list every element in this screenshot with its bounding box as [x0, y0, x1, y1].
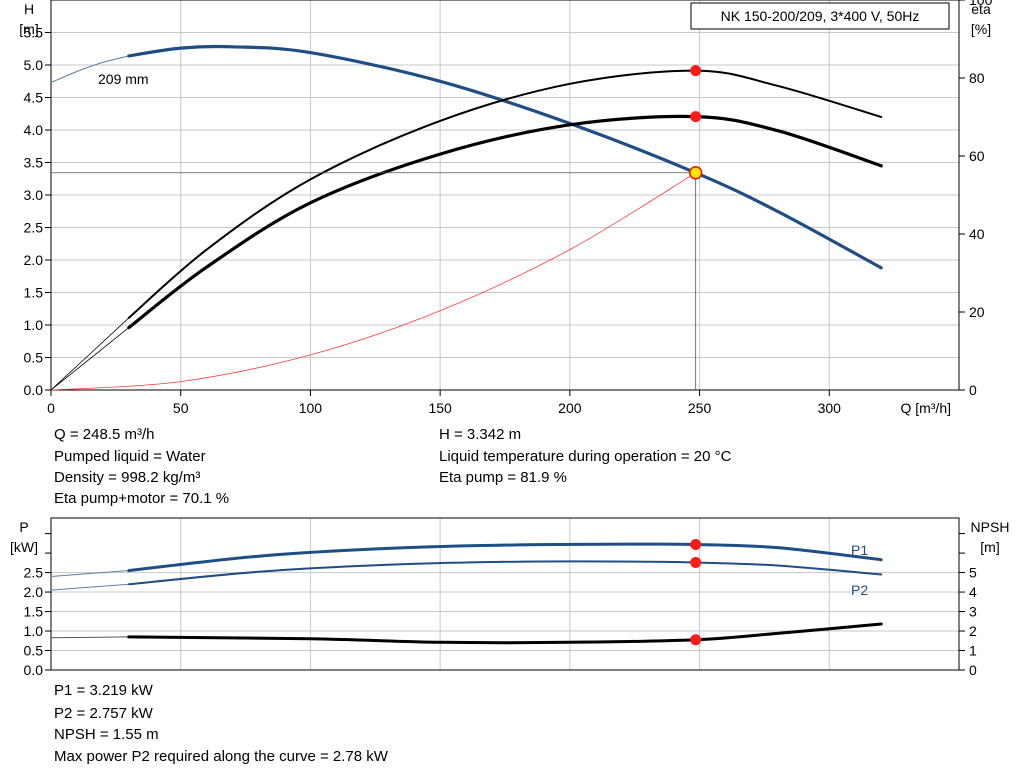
top-plot-series	[50, 44, 883, 391]
series-label-p2: P2	[851, 582, 868, 598]
info-p1: P1 = 3.219 kW	[54, 682, 154, 699]
top-x-tick-label: 150	[428, 400, 452, 416]
series-label-p1: P1	[851, 542, 868, 558]
top-y-right-label-line2: [%]	[971, 21, 991, 37]
info-eta-pump: Eta pump = 81.9 %	[439, 469, 567, 486]
bottom-y-left-tick-label: 2.0	[24, 584, 44, 600]
info-temperature: Liquid temperature during operation = 20…	[439, 448, 732, 465]
top-x-tick-label: 100	[299, 400, 323, 416]
bottom-y-left-tick-label: 1.0	[24, 623, 44, 639]
top-x-tick-label: 0	[47, 400, 55, 416]
bottom-y-left-tick-label: 0.0	[24, 662, 44, 678]
bottom-y-left-tick-label: 1.5	[24, 604, 44, 620]
top-y-left-tick-label: 4.0	[24, 122, 44, 138]
top-y-left-tick-label: 5.0	[24, 57, 44, 73]
head-curve-extension	[50, 55, 130, 83]
impeller-diameter-label: 209 mm	[98, 71, 149, 87]
p1-curve	[127, 542, 883, 573]
top-y-right-tick-label: 40	[969, 226, 985, 242]
npsh-curve-extension	[50, 636, 130, 639]
npsh-operating-marker	[690, 634, 702, 646]
system-curve	[50, 172, 697, 391]
top-y-left-tick-label: 3.5	[24, 155, 44, 171]
eta-total-curve-extension	[50, 327, 130, 391]
npsh-curve	[127, 622, 883, 645]
top-x-axis-label: Q [m³/h]	[900, 400, 951, 416]
bottom-y-left-tick-label: 2.5	[24, 565, 44, 581]
top-y-left-label-line1: H	[24, 1, 34, 17]
top-y-left-tick-label: 2.0	[24, 252, 44, 268]
bottom-y-left-label-line1: P	[19, 519, 28, 535]
bottom-y-right-label-line1: NPSH	[971, 519, 1010, 535]
top-y-right-tick-label: 60	[969, 148, 985, 164]
info-density: Density = 998.2 kg/m³	[54, 469, 200, 486]
bottom-y-right-tick-label: 1	[969, 643, 977, 659]
top-x-tick-label: 50	[173, 400, 189, 416]
title-box	[690, 2, 950, 30]
eta-total-operating-marker	[690, 111, 702, 123]
bottom-plot-grid	[51, 518, 959, 670]
p1-curve-extension	[50, 570, 130, 577]
top-plot-ticks: 0.0 0.5 1.0 1.5 2.0 2.5 3.0 3.5 4.0 4.5 5.0 5.5 0 20 4…	[24, 0, 993, 416]
top-y-left-tick-label: 1.5	[24, 285, 44, 301]
top-y-right-tick-label: 0	[969, 382, 977, 398]
p2-operating-marker	[690, 557, 702, 569]
bottom-y-right-tick-label: 5	[969, 565, 977, 581]
chart-title: NK 150-200/209, 3*400 V, 50Hz	[721, 8, 920, 24]
top-y-left-tick-label: 1.0	[24, 317, 44, 333]
top-y-left-tick-label: 2.5	[24, 220, 44, 236]
bottom-plot-series	[50, 542, 883, 645]
bottom-y-right-label-line2: [m]	[980, 539, 999, 555]
bottom-y-right-tick-label: 2	[969, 623, 977, 639]
info-head: H = 3.342 m	[439, 426, 521, 443]
info-eta-total: Eta pump+motor = 70.1 %	[54, 490, 229, 507]
eta-pump-curve-extension	[50, 317, 130, 391]
top-y-left-tick-label: 0.5	[24, 350, 44, 366]
bottom-y-left-tick-label: 0.5	[24, 643, 44, 659]
head-operating-marker	[688, 165, 703, 180]
p1-operating-marker	[690, 539, 702, 551]
top-x-tick-label: 250	[688, 400, 712, 416]
top-y-right-tick-label: 20	[969, 304, 985, 320]
eta-total-curve	[127, 114, 883, 330]
head-curve	[127, 44, 883, 270]
top-y-left-tick-label: 3.0	[24, 187, 44, 203]
p2-curve-extension	[50, 583, 130, 591]
top-y-right-label-line1: eta	[971, 1, 991, 17]
bottom-y-right-tick-label: 0	[969, 662, 977, 678]
bottom-y-right-tick-label: 3	[969, 604, 977, 620]
p2-curve	[127, 560, 883, 586]
top-y-left-tick-label: 5.5	[24, 25, 44, 41]
bottom-plot-frame	[50, 517, 960, 671]
top-y-right-tick-label: 100	[969, 0, 993, 8]
top-y-left-label-line2: [m]	[19, 21, 38, 37]
info-liquid: Pumped liquid = Water	[54, 448, 206, 465]
top-x-tick-label: 300	[818, 400, 842, 416]
top-y-left-tick-label: 0.0	[24, 382, 44, 398]
info-npsh: NPSH = 1.55 m	[54, 726, 159, 743]
top-x-tick-label: 200	[558, 400, 582, 416]
top-y-right-tick-label: 80	[969, 70, 985, 86]
eta-pump-operating-marker	[690, 65, 702, 77]
info-p2: P2 = 2.757 kW	[54, 705, 154, 722]
bottom-operating-point	[690, 539, 702, 646]
bottom-plot-ticks: 0.0 0.5 1.0 1.5 2.0 2.5 0 1 2 3 4 5	[24, 533, 977, 678]
bottom-y-right-tick-label: 4	[969, 584, 977, 600]
eta-pump-curve	[127, 69, 883, 319]
info-flow: Q = 248.5 m³/h	[54, 426, 154, 443]
info-max-power: Max power P2 required along the curve = …	[54, 748, 389, 765]
bottom-y-left-label-line2: [kW]	[10, 539, 38, 555]
top-y-left-tick-label: 4.5	[24, 90, 44, 106]
top-operating-point	[51, 65, 703, 390]
